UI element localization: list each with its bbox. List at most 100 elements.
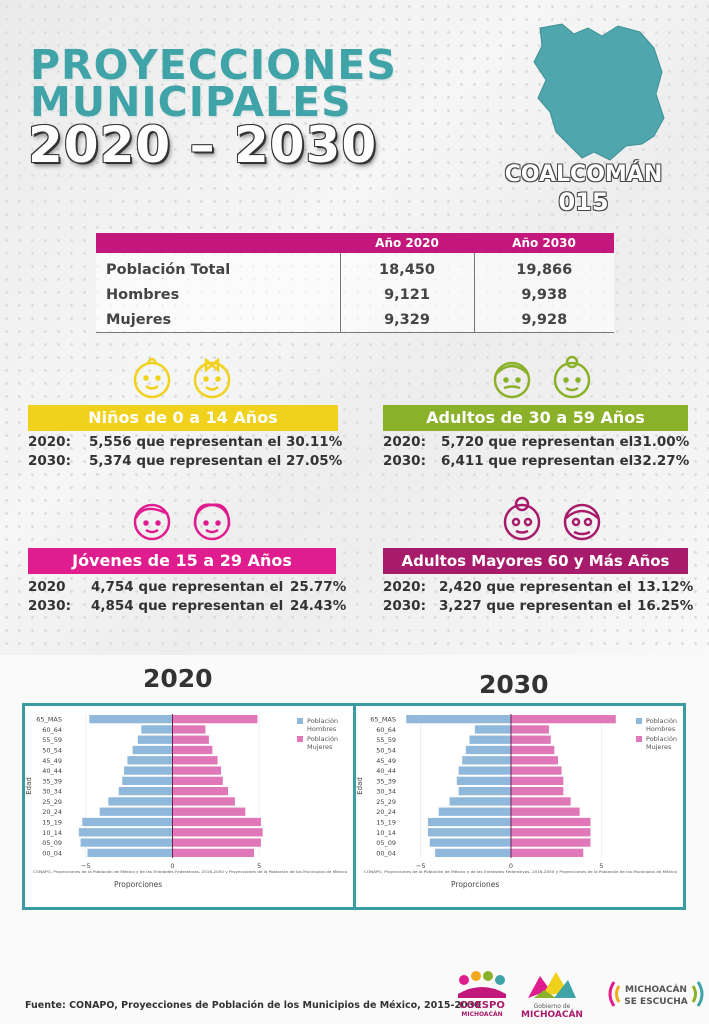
legend-swatch	[297, 718, 303, 724]
pyramid-bar	[456, 776, 511, 785]
row-label: Mujeres	[96, 307, 340, 333]
adults-faces-icon	[493, 355, 591, 399]
pyramid-bar	[172, 766, 222, 775]
pyramid-bar	[82, 817, 173, 827]
legend-label-line1: Población	[307, 735, 338, 743]
group-jovenes-title: Jóvenes de 15 a 29 Años	[28, 548, 336, 574]
charts-divider	[353, 706, 356, 907]
pyramid-bar	[511, 756, 558, 765]
legend-swatch	[636, 718, 642, 724]
legend-label-line2: Hombres	[646, 725, 676, 733]
pyramid-bar	[511, 807, 580, 816]
age-tick-label: 50_54	[42, 747, 62, 755]
pyramid-bar	[511, 838, 591, 847]
municipality-code: 015	[558, 188, 609, 216]
pyramid-bar	[78, 828, 173, 837]
pyramid-bar	[474, 725, 511, 734]
x-axis-label: Proporciones	[451, 880, 499, 889]
pyramid-bar	[462, 756, 511, 765]
pyramid-bar	[511, 715, 616, 724]
legend-swatch	[636, 736, 642, 742]
pyramid-bar	[511, 848, 584, 857]
group-adultos: Adultos de 30 a 59 Años 2020: 5,720 que …	[383, 405, 689, 471]
age-tick-label: 10_14	[42, 829, 62, 837]
pyramid-bar	[511, 828, 591, 837]
group-jovenes-row-2030: 2030: 4,854 que representan el 24.43%	[28, 597, 346, 616]
age-tick-label: 30_34	[42, 788, 62, 796]
pyramid-bar	[99, 807, 173, 816]
logo3-text-b: SE ESCUCHA	[624, 997, 687, 1007]
row-value-2020: 9,121	[339, 282, 474, 307]
pyramid-bar	[172, 838, 261, 847]
pyramid-bar	[172, 756, 218, 765]
age-tick-label: 65_MAS	[370, 716, 396, 724]
group-adultos-row-2030: 2030: 6,411 que representan el 32.27%	[383, 452, 689, 471]
age-tick-label: 60_64	[42, 726, 62, 734]
logo2-text-a: Gobierno de	[534, 1003, 571, 1010]
pyramid-chart-2020: 65_MAS 60_64 55_59 50_54 45_49 40_44 35_39 30_3…	[25, 714, 348, 889]
coespo-logo: COESPO MICHOACÁN	[458, 971, 506, 1018]
row-year: 2030:	[383, 453, 426, 469]
age-tick-label: 25_29	[42, 798, 62, 806]
chart-2020-title: 2020	[143, 664, 213, 693]
age-tick-label: 45_49	[42, 757, 62, 765]
pyramid-bar	[132, 745, 173, 755]
municipality-name: COALCOMÁN	[504, 162, 663, 187]
age-tick-label: 00_04	[42, 849, 62, 857]
pyramid-bar	[172, 848, 254, 857]
elders-faces-icon	[503, 496, 601, 541]
population-table: Año 2020 Año 2030 Población Total 18,450…	[96, 233, 614, 333]
pyramid-bar	[511, 797, 571, 806]
pyramid-bar	[87, 848, 173, 857]
pyramid-bar	[89, 715, 173, 724]
row-percent: 24.43%	[290, 598, 347, 614]
col-2020-header: Año 2020	[340, 233, 474, 253]
age-tick-label: 45_49	[376, 757, 396, 765]
pyramid-bar	[458, 787, 511, 796]
chart-2030-title: 2030	[479, 670, 549, 699]
age-tick-label: 10_14	[376, 829, 396, 837]
row-value-2030: 19,866	[473, 253, 614, 282]
pyramid-bar	[127, 756, 173, 765]
row-text: 2,420 que representan el	[439, 579, 632, 595]
legend-label-line2: Mujeres	[646, 743, 672, 751]
row-value-2020: 18,450	[339, 253, 474, 282]
age-tick-label: 05_09	[376, 839, 396, 847]
row-percent: 25.77%	[290, 579, 347, 595]
pyramid-bar	[108, 797, 173, 806]
source-note: Fuente: CONAPO, Proyecciones de Població…	[25, 1000, 481, 1011]
row-text: 3,227 que representan el	[439, 598, 632, 614]
pyramid-bar	[141, 725, 173, 734]
row-text: 5,556 que representan el	[89, 434, 282, 450]
row-text: 6,411 que representan el	[441, 453, 634, 469]
age-tick-label: 50_54	[376, 747, 396, 755]
group-mayores-title: Adultos Mayores 60 y Más Años	[383, 548, 688, 574]
age-tick-label: 30_34	[376, 788, 396, 796]
row-text: 5,374 que representan el	[89, 453, 282, 469]
logo1-text-a: COESPO	[459, 1000, 505, 1011]
age-tick-label: 60_64	[376, 726, 396, 734]
pyramid-bar	[435, 848, 511, 857]
children-faces-icon	[133, 357, 231, 399]
logo2-text-b: MICHOACÁN	[521, 1008, 583, 1018]
pyramid-bar	[172, 797, 235, 806]
pyramid-bar	[172, 828, 263, 837]
age-tick-label: 20_24	[376, 808, 396, 816]
pyramid-bar	[118, 787, 173, 796]
row-value-2030: 9,928	[473, 307, 614, 333]
pyramid-bar	[427, 828, 511, 837]
x-tick-label: −5	[81, 862, 91, 870]
group-mayores-row-2020: 2020: 2,420 que representan el 13.12%	[383, 578, 693, 597]
logo3-text-a: MICHOACÁN	[625, 983, 687, 995]
pyramid-bar	[172, 807, 246, 816]
pyramid-bar	[427, 817, 511, 827]
pyramid-bar	[469, 735, 511, 744]
row-percent: 13.12%	[637, 579, 694, 595]
pyramid-bar	[137, 735, 173, 744]
pyramid-bar	[172, 715, 258, 724]
x-tick-label: 0	[170, 862, 174, 870]
age-tick-label: 20_24	[42, 808, 62, 816]
legend-label-line1: Población	[646, 717, 677, 725]
pyramid-bar	[123, 766, 173, 775]
x-axis-label: Proporciones	[114, 880, 162, 889]
